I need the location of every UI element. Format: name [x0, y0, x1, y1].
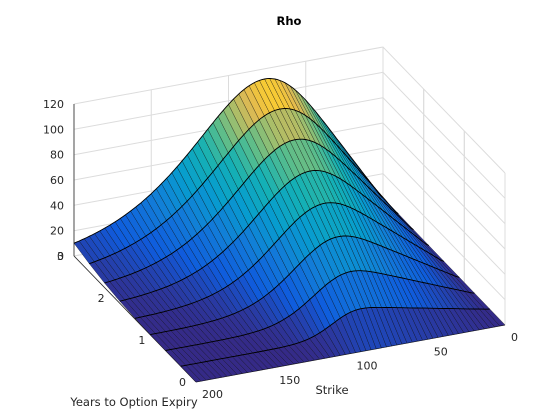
chart-title: Rho	[277, 14, 302, 28]
x-tick-label: 50	[434, 345, 448, 358]
z-tick-label: 20	[50, 225, 64, 238]
y-tick-label: 1	[138, 334, 145, 347]
z-tick-label: 60	[50, 174, 64, 187]
expiry-line	[180, 306, 490, 367]
z-tick-label: 80	[50, 149, 64, 162]
x-tick-label: 150	[279, 374, 300, 387]
expiry-line	[165, 270, 475, 351]
expiry-line	[89, 108, 399, 265]
expiry-line	[150, 235, 460, 336]
z-tick-label: 100	[43, 123, 64, 136]
y-tick-label: 2	[98, 292, 105, 305]
x-tick-label: 200	[202, 388, 223, 401]
z-tick-label: 40	[50, 199, 64, 212]
expiry-line	[119, 170, 430, 302]
z-tick-label: 0	[57, 250, 64, 263]
expiry-line	[73, 78, 384, 244]
x-axis-label: Strike	[315, 383, 348, 397]
surface-plot	[73, 78, 506, 383]
z-tick-label: 120	[43, 98, 64, 111]
x-tick-label: 0	[511, 331, 518, 344]
expiry-line	[134, 202, 445, 319]
expiry-line	[104, 138, 414, 284]
y-tick-label: 0	[179, 376, 186, 389]
y-tick-label: 3	[57, 250, 64, 263]
x-tick-label: 100	[357, 360, 378, 373]
y-axis-label: Years to Option Expiry	[69, 395, 198, 409]
